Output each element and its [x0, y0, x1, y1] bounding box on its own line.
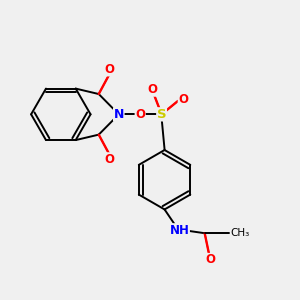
Text: O: O — [178, 93, 188, 106]
Text: O: O — [206, 254, 216, 266]
Text: CH₃: CH₃ — [230, 228, 250, 238]
Text: S: S — [157, 108, 166, 121]
Text: O: O — [148, 83, 158, 96]
Text: O: O — [104, 63, 114, 76]
Text: N: N — [114, 108, 124, 121]
Text: O: O — [135, 108, 145, 121]
Text: NH: NH — [169, 224, 189, 237]
Text: O: O — [104, 153, 114, 166]
